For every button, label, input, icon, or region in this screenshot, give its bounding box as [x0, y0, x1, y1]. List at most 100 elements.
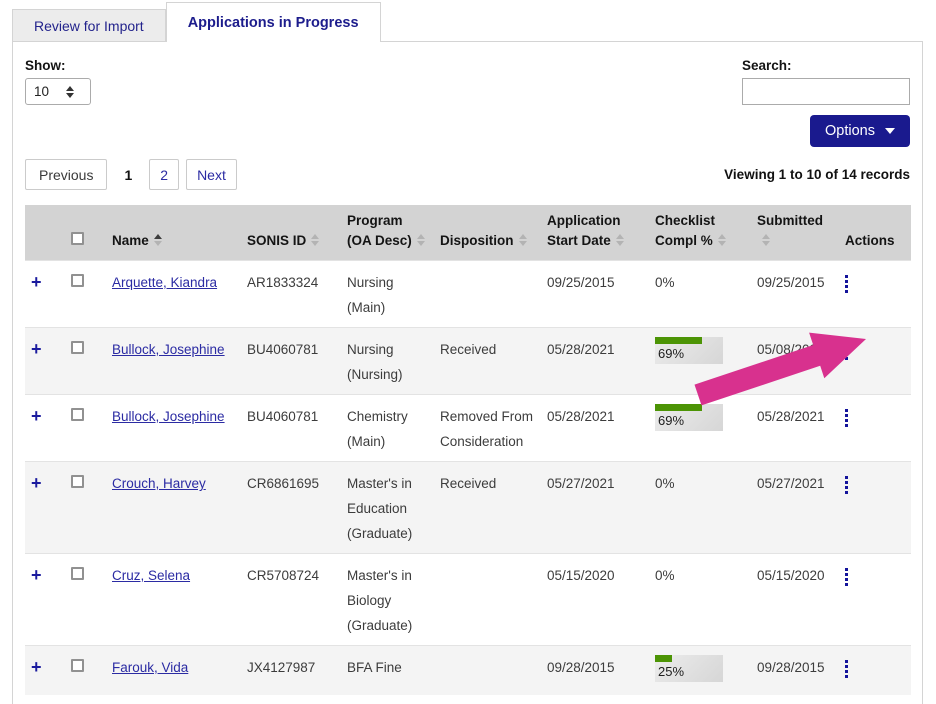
select-all-checkbox[interactable] — [71, 232, 84, 245]
expand-row-icon[interactable]: + — [31, 565, 42, 585]
tab-bar: Review for Import Applications in Progre… — [0, 0, 936, 42]
student-name-link[interactable]: Arquette, Kiandra — [112, 275, 218, 290]
row-checkbox[interactable] — [71, 408, 84, 421]
progress-fill — [655, 404, 702, 411]
checklist-percent-text: 0% — [655, 568, 675, 583]
application-start-date-cell: 05/27/2021 — [541, 461, 649, 554]
disposition-cell: Removed From Consideration — [434, 394, 541, 462]
tab-label: Applications in Progress — [187, 14, 359, 31]
checklist-percent-text: 69% — [658, 413, 685, 428]
expand-column-header — [25, 205, 65, 261]
table-row: + Cruz, Selena CR5708724 Master's in Bio… — [25, 553, 911, 646]
submitted-cell: 05/28/2021 — [751, 394, 839, 462]
column-header-sonis-id[interactable]: SONIS ID — [241, 205, 341, 261]
checklist-progress-bar: 69% — [655, 404, 723, 431]
checklist-percent-text: 0% — [655, 476, 675, 491]
actions-menu-icon[interactable] — [845, 655, 848, 680]
sort-icon — [762, 234, 770, 246]
disposition-cell — [434, 260, 541, 328]
student-name-link[interactable]: Farouk, Vida — [112, 660, 189, 675]
student-name-link[interactable]: Bullock, Josephine — [112, 409, 225, 424]
application-start-date-cell: 05/28/2021 — [541, 327, 649, 395]
sonis-id-cell: BU4060781 — [241, 394, 341, 462]
checklist-progress-bar: 25% — [655, 655, 723, 682]
table-header-row: Name SONIS ID Program (OA Desc) Disposit… — [25, 205, 911, 261]
show-selected-value: 10 — [34, 84, 50, 99]
column-header-submitted[interactable]: Submitted — [751, 205, 839, 261]
submitted-cell: 05/15/2020 — [751, 553, 839, 646]
column-header-checklist-compl[interactable]: Checklist Compl % — [649, 205, 751, 261]
expand-row-icon[interactable]: + — [31, 657, 42, 677]
column-header-program[interactable]: Program (OA Desc) — [341, 205, 434, 261]
search-input[interactable] — [742, 78, 910, 105]
disposition-cell — [434, 645, 541, 695]
sort-icon — [518, 234, 527, 246]
sonis-id-cell: JX4127987 — [241, 645, 341, 695]
show-page-size-select[interactable]: 10 — [25, 78, 91, 105]
column-header-application-start-date[interactable]: Application Start Date — [541, 205, 649, 261]
row-checkbox[interactable] — [71, 659, 84, 672]
tab-applications-in-progress[interactable]: Applications in Progress — [165, 2, 381, 42]
row-checkbox[interactable] — [71, 475, 84, 488]
sonis-id-cell: CR5708724 — [241, 553, 341, 646]
row-checkbox[interactable] — [71, 567, 84, 580]
spinner-arrows-icon — [66, 85, 75, 98]
checklist-progress-bar: 69% — [655, 337, 723, 364]
submitted-cell: 05/27/2021 — [751, 461, 839, 554]
actions-menu-icon[interactable] — [845, 471, 848, 496]
options-button-label: Options — [825, 123, 875, 139]
program-cell: BFA Fine — [341, 645, 434, 695]
actions-menu-icon[interactable] — [845, 563, 848, 588]
column-header-name[interactable]: Name — [106, 205, 241, 261]
expand-row-icon[interactable]: + — [31, 406, 42, 426]
next-page-button[interactable]: Next — [186, 159, 237, 190]
row-checkbox[interactable] — [71, 274, 84, 287]
expand-row-icon[interactable]: + — [31, 339, 42, 359]
checklist-percent-text: 25% — [658, 664, 685, 679]
program-cell: Chemistry (Main) — [341, 394, 434, 462]
table-row: + Bullock, Josephine BU4060781 Nursing (… — [25, 327, 911, 395]
program-cell: Master's in Education (Graduate) — [341, 461, 434, 554]
table-row: + Bullock, Josephine BU4060781 Chemistry… — [25, 394, 911, 462]
actions-menu-icon[interactable] — [845, 337, 848, 362]
submitted-cell: 05/08/2024 — [751, 327, 839, 395]
table-controls: Show: 10 Search: — [25, 58, 910, 105]
progress-fill — [655, 655, 672, 662]
actions-menu-icon[interactable] — [845, 404, 848, 429]
disposition-cell — [434, 553, 541, 646]
pagination-row: Previous 1 2 Next Viewing 1 to 10 of 14 … — [25, 159, 910, 190]
application-start-date-cell: 05/28/2021 — [541, 394, 649, 462]
column-header-disposition[interactable]: Disposition — [434, 205, 541, 261]
student-name-link[interactable]: Bullock, Josephine — [112, 342, 225, 357]
expand-row-icon[interactable]: + — [31, 473, 42, 493]
sonis-id-cell: CR6861695 — [241, 461, 341, 554]
disposition-cell: Received — [434, 461, 541, 554]
options-button[interactable]: Options — [810, 115, 910, 147]
tab-review-for-import[interactable]: Review for Import — [12, 9, 166, 41]
checklist-percent-text: 69% — [658, 346, 685, 361]
student-name-link[interactable]: Crouch, Harvey — [112, 476, 206, 491]
sonis-id-cell: AR1833324 — [241, 260, 341, 328]
applications-panel: Show: 10 Search: Options Previous 1 2 Ne… — [12, 41, 923, 704]
student-name-link[interactable]: Cruz, Selena — [112, 568, 191, 583]
expand-row-icon[interactable]: + — [31, 272, 42, 292]
sort-asc-icon — [153, 234, 162, 246]
sort-icon — [416, 234, 425, 246]
actions-menu-icon[interactable] — [845, 270, 848, 295]
table-row: + Arquette, Kiandra AR1833324 Nursing (M… — [25, 260, 911, 328]
sonis-id-cell: BU4060781 — [241, 327, 341, 395]
tab-label: Review for Import — [34, 17, 144, 34]
applications-table: Name SONIS ID Program (OA Desc) Disposit… — [25, 205, 911, 695]
search-label: Search: — [742, 58, 792, 73]
row-checkbox[interactable] — [71, 341, 84, 354]
disposition-cell: Received — [434, 327, 541, 395]
viewing-records-text: Viewing 1 to 10 of 14 records — [724, 167, 910, 182]
checklist-percent-text: 0% — [655, 275, 675, 290]
program-cell: Master's in Biology (Graduate) — [341, 553, 434, 646]
table-row: + Crouch, Harvey CR6861695 Master's in E… — [25, 461, 911, 554]
previous-page-button[interactable]: Previous — [25, 159, 108, 190]
submitted-cell: 09/28/2015 — [751, 645, 839, 695]
chevron-down-icon — [885, 128, 895, 134]
page-2-button[interactable]: 2 — [149, 159, 180, 190]
options-row: Options — [25, 115, 910, 147]
